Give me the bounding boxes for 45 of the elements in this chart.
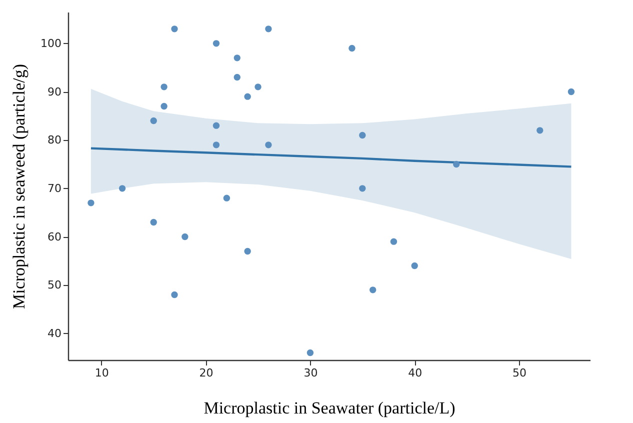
y-tick-label: 40: [48, 326, 62, 340]
point: [359, 132, 366, 139]
point: [150, 218, 157, 226]
point: [212, 40, 220, 47]
point: [160, 84, 168, 90]
point: [568, 88, 575, 96]
point: [359, 185, 366, 192]
point: [223, 194, 230, 202]
y-axis-title: Microplastic in seaweed (particle/g): [10, 64, 29, 309]
point: [254, 84, 262, 90]
y-tick-label: 100: [40, 36, 62, 50]
x-tick-label: 20: [199, 366, 214, 380]
x-axis-title: Microplastic in Seawater (particle/L): [204, 398, 456, 418]
point: [265, 26, 272, 32]
line-series: [90, 147, 572, 168]
point: [536, 127, 544, 134]
point: [306, 349, 314, 356]
point: [244, 248, 251, 255]
point: [244, 93, 251, 100]
x-tick-label: 50: [512, 366, 527, 380]
y-tick-label: 60: [48, 230, 62, 244]
y-tick-label: 80: [48, 134, 62, 147]
point: [212, 142, 220, 148]
point: [390, 238, 398, 245]
point: [265, 142, 272, 148]
point: [234, 54, 240, 62]
point: [234, 74, 240, 81]
point: [160, 102, 168, 110]
point: [411, 262, 418, 270]
point: [369, 286, 376, 294]
point: [171, 291, 178, 298]
y-tick-label: 90: [48, 85, 62, 98]
point: [150, 117, 157, 124]
point: [212, 122, 220, 129]
point: [171, 26, 178, 32]
x-tick-label: 30: [304, 366, 318, 380]
point: [88, 200, 94, 206]
x-tick-label: 10: [94, 366, 109, 380]
y-tick-label: 70: [48, 182, 62, 195]
point: [348, 44, 356, 52]
point: [182, 233, 188, 240]
point: [118, 185, 126, 192]
y-tick-label: 50: [48, 278, 62, 292]
x-tick-label: 40: [408, 366, 422, 380]
point: [453, 160, 460, 168]
